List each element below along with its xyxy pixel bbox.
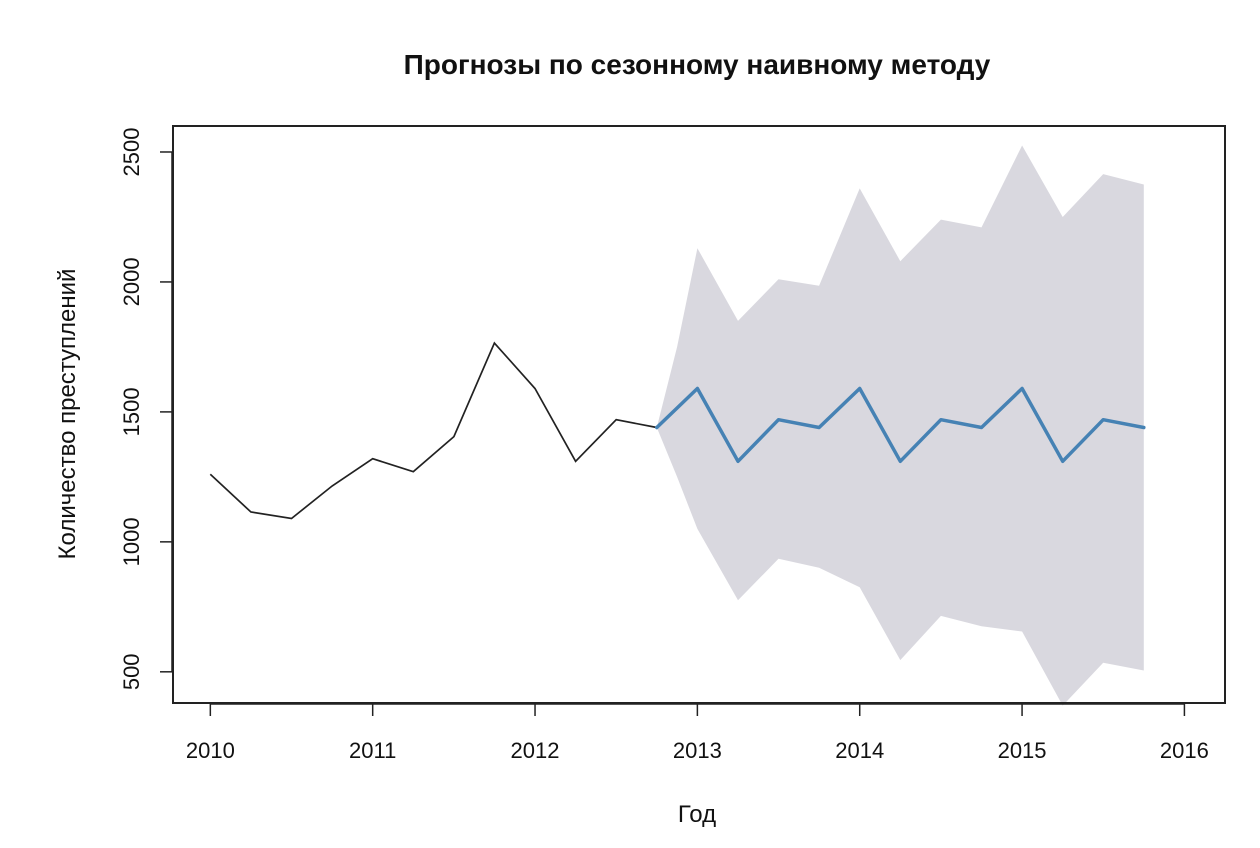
history-series-line bbox=[209, 341, 657, 520]
forecast-interval-band bbox=[656, 145, 1144, 706]
x-tick-label: 2011 bbox=[349, 738, 396, 763]
x-tick-label: 2012 bbox=[511, 738, 560, 763]
x-tick-label: 2016 bbox=[1160, 738, 1209, 763]
plot-area: 2010 2011 2012 2013 2014 2015 2016 500 1000 1500 2… bbox=[119, 125, 1226, 763]
x-tick-label: 2015 bbox=[998, 738, 1047, 763]
x-tick-label: 2013 bbox=[673, 738, 722, 763]
x-tick-label: 2014 bbox=[835, 738, 884, 763]
chart-title: Прогнозы по сезонному наивному методу bbox=[404, 49, 991, 80]
y-tick-label: 500 bbox=[119, 653, 144, 690]
y-axis-label: Количество преступлений bbox=[54, 269, 81, 560]
y-tick-label: 1500 bbox=[119, 387, 144, 436]
x-tick-label: 2010 bbox=[186, 738, 235, 763]
forecast-series-line bbox=[655, 386, 1146, 464]
plot-frame bbox=[172, 125, 1226, 704]
y-tick-label: 2000 bbox=[119, 257, 144, 306]
y-tick-label: 2500 bbox=[119, 128, 144, 177]
y-tick-label: 1000 bbox=[119, 517, 144, 566]
x-axis-label: Год bbox=[678, 801, 716, 828]
